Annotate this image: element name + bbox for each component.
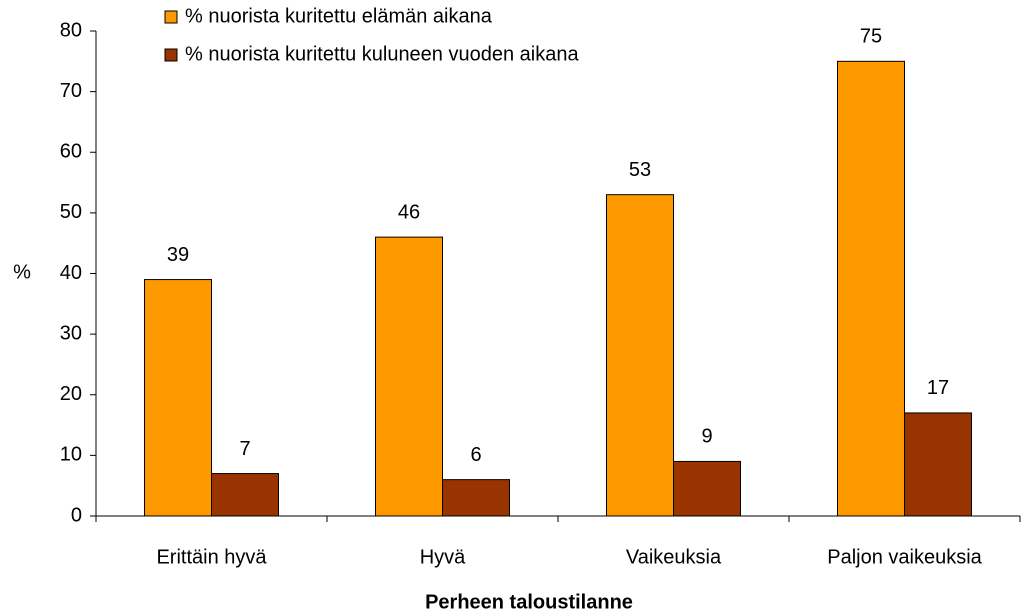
y-axis-label: % bbox=[13, 261, 31, 283]
bar bbox=[904, 412, 972, 517]
bar bbox=[375, 236, 443, 517]
x-axis-label: Perheen taloustilanne bbox=[425, 591, 633, 613]
data-label: 6 bbox=[470, 444, 481, 466]
y-tick-label: 0 bbox=[71, 504, 82, 526]
y-tick-label: 10 bbox=[60, 444, 82, 466]
data-label: 39 bbox=[167, 244, 189, 266]
legend-swatch bbox=[164, 10, 178, 24]
x-tick-label: Erittäin hyvä bbox=[156, 546, 267, 568]
data-label: 7 bbox=[239, 438, 250, 460]
bar bbox=[673, 460, 741, 517]
data-label: 75 bbox=[860, 26, 882, 48]
legend-label: % nuorista kuritettu elämän aikana bbox=[185, 5, 493, 27]
data-label: 53 bbox=[629, 159, 651, 181]
y-tick-label: 80 bbox=[60, 19, 82, 41]
bar bbox=[606, 194, 674, 517]
data-label: 9 bbox=[701, 426, 712, 448]
x-tick-label: Vaikeuksia bbox=[626, 546, 722, 568]
bar bbox=[442, 479, 510, 517]
data-label: 17 bbox=[927, 377, 949, 399]
x-tick-label: Paljon vaikeuksia bbox=[827, 546, 982, 568]
legend-label: % nuorista kuritettu kuluneen vuoden aik… bbox=[185, 43, 579, 65]
y-tick-label: 70 bbox=[60, 80, 82, 102]
bar bbox=[211, 473, 279, 517]
data-label: 46 bbox=[398, 201, 420, 223]
y-tick-label: 60 bbox=[60, 141, 82, 163]
y-tick-label: 20 bbox=[60, 383, 82, 405]
bar bbox=[837, 60, 905, 517]
legend-swatch bbox=[164, 48, 178, 62]
x-tick-label: Hyvä bbox=[420, 546, 466, 568]
bar bbox=[144, 279, 212, 517]
y-tick-label: 50 bbox=[60, 201, 82, 223]
y-tick-label: 30 bbox=[60, 322, 82, 344]
y-tick-label: 40 bbox=[60, 262, 82, 284]
